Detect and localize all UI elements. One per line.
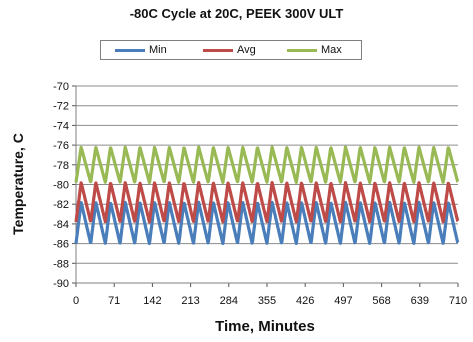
y-tick-label: -86 — [53, 239, 69, 251]
y-tick-label: -80 — [53, 180, 69, 192]
series-line-avg — [74, 181, 460, 224]
x-tick-label: 213 — [181, 295, 199, 307]
legend-item-max: Max — [287, 41, 342, 59]
x-tick-label: 426 — [296, 295, 314, 307]
legend: Min Avg Max — [100, 40, 362, 60]
y-tick-label: -88 — [53, 258, 69, 270]
y-tick-label: -76 — [53, 140, 69, 152]
series-line-max — [74, 145, 460, 185]
series-line-min — [74, 200, 460, 246]
chart-title: -80C Cycle at 20C, PEEK 300V ULT — [129, 6, 344, 21]
x-tick-label: 284 — [220, 295, 238, 307]
x-tick-label: 497 — [334, 295, 352, 307]
x-tick-label: 355 — [258, 295, 276, 307]
legend-label-max: Max — [321, 44, 342, 56]
x-tick-label: 639 — [411, 295, 429, 307]
y-tick-label: -72 — [53, 101, 69, 113]
legend-label-avg: Avg — [237, 44, 256, 56]
y-tick-label: -70 — [53, 81, 69, 93]
y-tick-label: -78 — [53, 160, 69, 172]
x-tick-label: 568 — [372, 295, 390, 307]
legend-swatch-max — [287, 48, 317, 52]
x-tick-label: 71 — [108, 295, 120, 307]
y-tick-label: -90 — [53, 278, 69, 290]
legend-item-avg: Avg — [203, 41, 256, 59]
x-tick-label: 0 — [73, 295, 79, 307]
x-tick-label: 142 — [143, 295, 161, 307]
y-tick-label: -84 — [53, 219, 69, 231]
y-tick-label: -74 — [53, 120, 69, 132]
legend-swatch-avg — [203, 48, 233, 52]
y-tick-label: -82 — [53, 199, 69, 211]
x-tick-label: 710 — [449, 295, 467, 307]
x-axis-label: Time, Minutes — [215, 318, 315, 335]
legend-item-min: Min — [115, 41, 167, 59]
legend-swatch-min — [115, 48, 145, 52]
legend-label-min: Min — [149, 44, 167, 56]
